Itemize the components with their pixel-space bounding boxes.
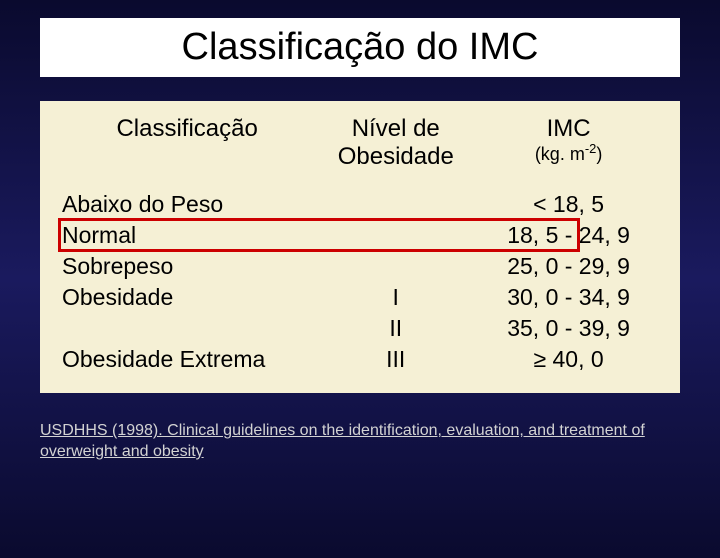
table-row: ObesidadeI30, 0 - 34, 9 <box>62 282 658 313</box>
header-classification: Classificação <box>62 115 312 171</box>
citation-text: USDHHS (1998). Clinical guidelines on th… <box>40 421 680 463</box>
cell-imc: 30, 0 - 34, 9 <box>479 282 658 313</box>
cell-imc: 25, 0 - 29, 9 <box>479 251 658 282</box>
cell-imc: < 18, 5 <box>479 189 658 220</box>
cell-obesity-level <box>312 189 479 220</box>
cell-obesity-level: I <box>312 282 479 313</box>
cell-obesity-level: II <box>312 313 479 344</box>
cell-obesity-level <box>312 220 479 251</box>
table-row: Sobrepeso 25, 0 - 29, 9 <box>62 251 658 282</box>
cell-classification: Abaixo do Peso <box>62 189 312 220</box>
cell-classification: Normal <box>62 220 312 251</box>
cell-classification: Sobrepeso <box>62 251 312 282</box>
header-imc: IMC (kg. m-2) <box>479 115 658 171</box>
table-row: Obesidade ExtremaIII≥ 40, 0 <box>62 344 658 375</box>
cell-classification <box>62 313 312 344</box>
header-imc-unit: (kg. m-2) <box>479 141 658 165</box>
table-row: II35, 0 - 39, 9 <box>62 313 658 344</box>
classification-table: Classificação Nível de Obesidade IMC (kg… <box>40 101 680 393</box>
cell-obesity-level <box>312 251 479 282</box>
cell-classification: Obesidade Extrema <box>62 344 312 375</box>
table-row: Abaixo do Peso < 18, 5 <box>62 189 658 220</box>
header-imc-label: IMC <box>547 115 591 142</box>
table-body: Abaixo do Peso < 18, 5 Normal 18, 5 - 24, 9… <box>62 189 658 375</box>
cell-classification: Obesidade <box>62 282 312 313</box>
cell-imc: 35, 0 - 39, 9 <box>479 313 658 344</box>
cell-obesity-level: III <box>312 344 479 375</box>
cell-imc: 18, 5 - 24, 9 <box>479 220 658 251</box>
cell-imc: ≥ 40, 0 <box>479 344 658 375</box>
table-row: Normal 18, 5 - 24, 9 <box>62 220 658 251</box>
title-box: Classificação do IMC <box>40 18 680 77</box>
table-header-row: Classificação Nível de Obesidade IMC (kg… <box>62 115 658 171</box>
page-title: Classificação do IMC <box>60 26 660 69</box>
header-obesity-level: Nível de Obesidade <box>312 115 479 171</box>
